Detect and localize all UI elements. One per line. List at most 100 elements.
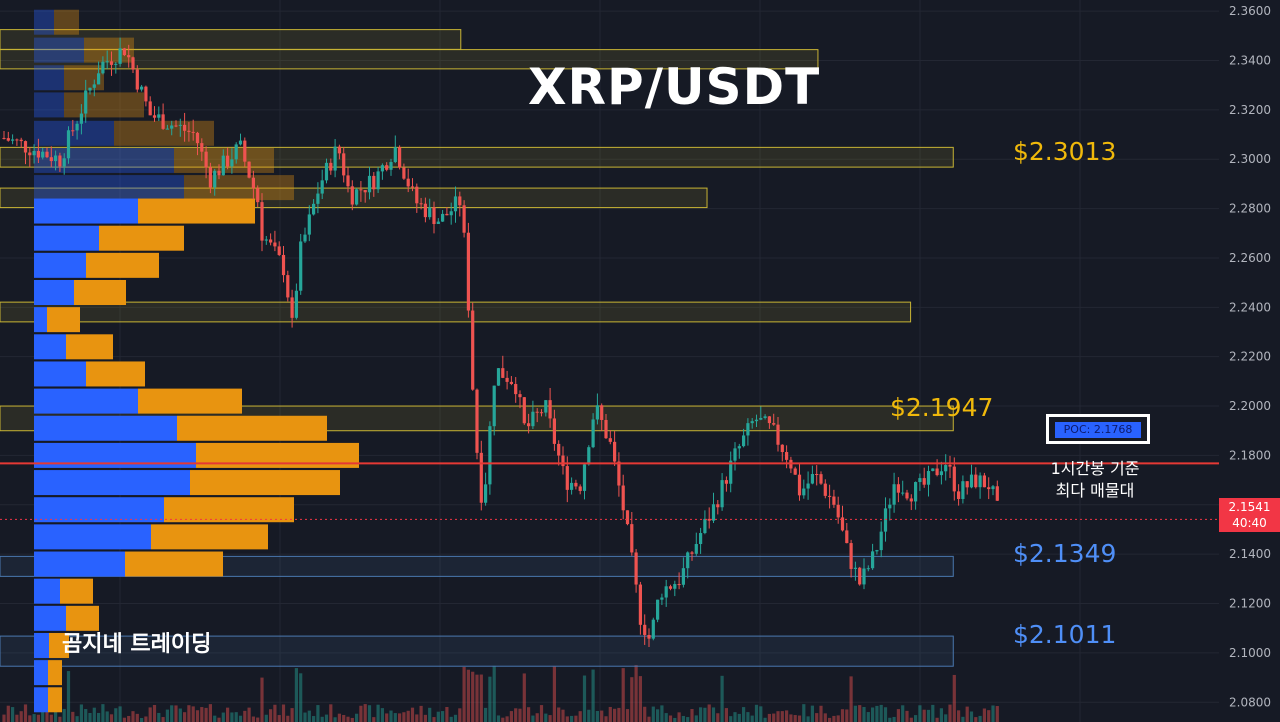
candle-body — [432, 207, 436, 225]
volume-bar — [668, 715, 673, 722]
volume-bar — [952, 674, 956, 722]
candle-body — [957, 491, 961, 499]
candle-body — [828, 495, 832, 497]
y-tick-label: 2.3000 — [1229, 152, 1271, 166]
volume-bar — [307, 710, 311, 722]
volume-bar — [883, 707, 888, 722]
candle-body — [471, 310, 475, 390]
brand-watermark: 곰지네 트레이딩 — [62, 632, 212, 657]
profile-sell-bar — [177, 415, 327, 441]
volume-bar — [445, 706, 449, 722]
candle-body — [337, 146, 341, 154]
candle-body — [952, 466, 956, 492]
candle-body — [213, 170, 217, 188]
volume-bar — [11, 707, 15, 722]
candle-body — [875, 550, 879, 552]
candle-body — [260, 202, 264, 241]
candle-body — [183, 124, 187, 131]
volume-bar — [763, 717, 767, 722]
candle-body — [251, 177, 255, 189]
candlestick-series — [2, 37, 999, 647]
volume-bar — [161, 717, 165, 722]
volume-bar — [238, 715, 243, 722]
candle-body — [888, 504, 892, 509]
candle-body — [858, 567, 862, 585]
volume-bar — [724, 708, 728, 722]
candle-countdown: 40:40 — [1232, 516, 1267, 530]
volume-bar — [200, 707, 204, 722]
volume-bar — [432, 717, 436, 722]
candle-body — [604, 419, 608, 439]
volume-bar — [230, 712, 234, 722]
volume-bar — [92, 707, 96, 722]
volume-bar — [496, 715, 501, 722]
candle-body — [286, 275, 290, 298]
candle-body — [819, 474, 823, 484]
candle-body — [625, 510, 630, 525]
volume-bar — [174, 705, 178, 722]
profile-sell-bar — [86, 252, 159, 278]
candle-body — [36, 150, 40, 158]
volume-bar — [204, 707, 208, 722]
volume-bar — [15, 714, 19, 722]
volume-bar — [410, 707, 415, 722]
candle-body — [522, 397, 526, 424]
volume-bar — [294, 668, 298, 722]
candle-body — [363, 190, 367, 193]
candle-body — [548, 400, 552, 419]
candle-body — [677, 584, 681, 586]
candle-body — [965, 481, 969, 488]
volume-bar — [303, 712, 307, 722]
candle-body — [410, 186, 415, 188]
volume-bar — [170, 705, 174, 722]
volume-bar — [415, 714, 419, 722]
candle-body — [600, 405, 604, 420]
candle-body — [845, 530, 849, 544]
candle-body — [974, 474, 978, 488]
profile-buy-bar — [34, 280, 74, 306]
profile-buy-bar — [34, 361, 86, 387]
volume-bar — [213, 715, 217, 722]
candle-body — [694, 544, 698, 554]
candle-body — [208, 167, 212, 188]
price-axis[interactable] — [1219, 0, 1280, 722]
candle-body — [587, 447, 591, 465]
volume-bar — [840, 709, 845, 722]
candle-body — [883, 508, 888, 532]
candle-body — [398, 147, 402, 168]
volume-bar — [350, 717, 354, 722]
volume-bar — [948, 704, 952, 722]
candle-body — [441, 213, 445, 222]
candle-body — [41, 151, 45, 158]
candle-body — [673, 584, 677, 589]
volume-bar — [711, 707, 716, 722]
profile-buy-bar — [34, 225, 99, 251]
volume-bar — [892, 716, 896, 722]
volume-bar — [299, 673, 303, 722]
candle-body — [496, 368, 501, 386]
volume-bar — [686, 717, 690, 722]
volume-bar — [785, 710, 789, 722]
profile-sell-bar — [86, 361, 145, 387]
volume-bar — [234, 712, 238, 722]
volume-bar — [148, 707, 152, 722]
candle-body — [45, 151, 49, 158]
candle-body — [402, 167, 406, 179]
y-tick-label: 2.1200 — [1229, 597, 1271, 611]
candle-body — [105, 61, 109, 63]
candle-body — [961, 481, 965, 499]
profile-buy-bar — [34, 307, 47, 333]
volume-bar — [673, 717, 677, 722]
candle-body — [170, 125, 174, 129]
candle-body — [449, 211, 453, 216]
volume-bar — [793, 715, 797, 722]
candle-body — [316, 193, 320, 204]
candle-body — [191, 131, 195, 133]
volume-bar — [75, 716, 79, 722]
volume-bar — [905, 710, 909, 722]
profile-buy-bar — [34, 687, 48, 713]
volume-bar — [462, 666, 466, 722]
candle-body — [428, 207, 432, 218]
volume-bar — [32, 714, 36, 722]
